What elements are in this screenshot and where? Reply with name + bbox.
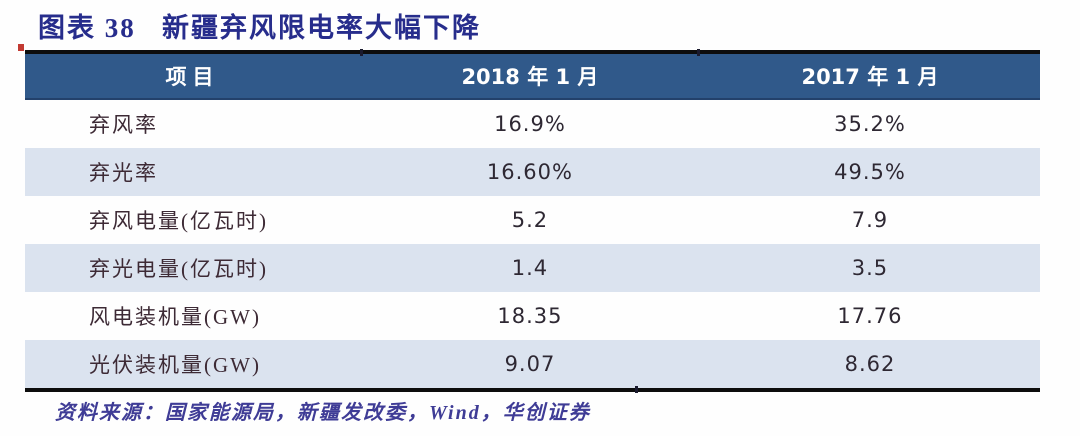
cell-value-2018: 5.2 — [511, 208, 549, 232]
table-row: 弃风率 16.9% 35.2% — [25, 100, 1040, 148]
cell-value-2017: 35.2% — [834, 112, 906, 136]
column-divider-tick — [360, 49, 363, 56]
cell-value-2017: 8.62 — [844, 352, 896, 376]
row-label: 弃风电量(亿瓦时) — [89, 209, 268, 233]
cell-value-2017: 3.5 — [851, 256, 889, 280]
table-bottom-border — [25, 386, 1040, 393]
table-row: 弃风电量(亿瓦时) 5.2 7.9 — [25, 196, 1040, 244]
cell-value-2018: 16.9% — [494, 112, 566, 136]
column-divider-tick — [697, 49, 700, 56]
figure-title: 图表 38 新疆弃风限电率大幅下降 — [38, 13, 481, 43]
row-label: 弃光电量(亿瓦时) — [89, 257, 268, 281]
table-top-border — [25, 49, 1040, 56]
row-label: 风电装机量(GW) — [89, 305, 261, 329]
table-row: 光伏装机量(GW) 9.07 8.62 — [25, 340, 1040, 388]
table-row: 风电装机量(GW) 18.35 17.76 — [25, 292, 1040, 340]
column-header-item: 项目 — [165, 65, 220, 89]
cell-value-2018: 1.4 — [511, 256, 549, 280]
cell-value-2018: 18.35 — [497, 304, 563, 328]
column-header-2018: 2018 年 1 月 — [461, 65, 599, 89]
cell-value-2018: 16.60% — [486, 160, 573, 184]
row-label: 弃光率 — [89, 161, 158, 185]
column-divider-tick — [635, 386, 638, 393]
cell-value-2017: 7.9 — [851, 208, 889, 232]
red-artifact-mark — [18, 44, 24, 51]
column-header-2017: 2017 年 1 月 — [801, 65, 939, 89]
row-label: 光伏装机量(GW) — [89, 353, 261, 377]
cell-value-2017: 17.76 — [837, 304, 903, 328]
data-source-note: 资料来源：国家能源局，新疆发改委，Wind，华创证券 — [55, 402, 591, 424]
table-row: 弃光率 16.60% 49.5% — [25, 148, 1040, 196]
cell-value-2018: 9.07 — [504, 352, 556, 376]
cell-value-2017: 49.5% — [834, 160, 906, 184]
data-table: 项目 2018 年 1 月 2017 年 1 月 弃风率 16.9% 35.2%… — [25, 49, 1040, 393]
table-header-row: 项目 2018 年 1 月 2017 年 1 月 — [25, 54, 1040, 100]
table-row: 弃光电量(亿瓦时) 1.4 3.5 — [25, 244, 1040, 292]
row-label: 弃风率 — [89, 113, 158, 137]
